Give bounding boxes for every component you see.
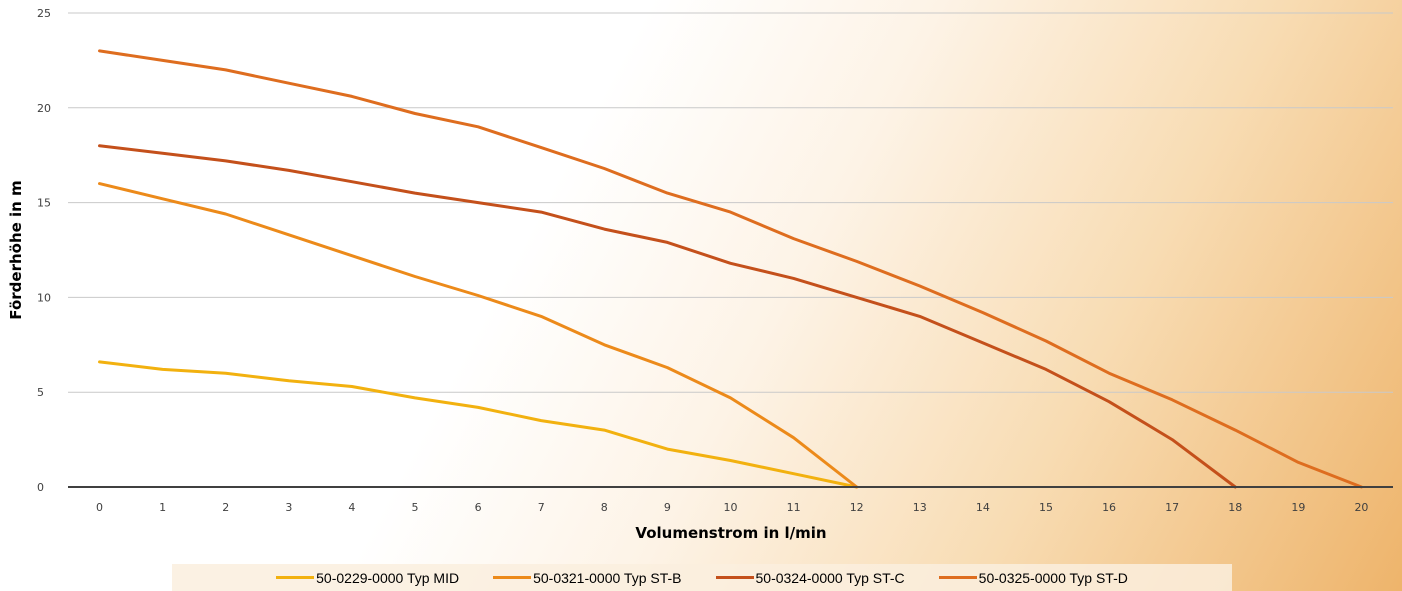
legend-item: 50-0324-0000 Typ ST-C — [715, 569, 905, 586]
legend-item: 50-0321-0000 Typ ST-B — [493, 569, 682, 586]
y-tick-label: 5 — [37, 386, 44, 399]
x-tick-label: 18 — [1228, 501, 1242, 514]
x-tick-label: 1 — [159, 501, 166, 514]
x-axis-ticks: 0 1 2 3 4 5 6 7 8 9 10 11 12 13 14 15 16 17 18 19 20 — [96, 501, 1368, 514]
legend-swatch — [493, 576, 532, 579]
x-tick-label: 12 — [850, 501, 864, 514]
x-tick-label: 4 — [348, 501, 355, 514]
x-tick-label: 5 — [412, 501, 419, 514]
y-tick-label: 25 — [37, 7, 51, 20]
x-tick-label: 9 — [664, 501, 671, 514]
x-tick-label: 19 — [1291, 501, 1305, 514]
y-axis-title: Förderhöhe in m — [7, 180, 25, 319]
x-tick-label: 15 — [1039, 501, 1053, 514]
x-tick-label: 14 — [976, 501, 990, 514]
x-tick-label: 10 — [724, 501, 738, 514]
x-tick-label: 16 — [1102, 501, 1116, 514]
x-tick-label: 17 — [1165, 501, 1179, 514]
x-tick-label: 0 — [96, 501, 103, 514]
x-tick-label: 7 — [538, 501, 545, 514]
series-line-3 — [98, 144, 1237, 489]
legend-swatch — [276, 576, 315, 579]
series-lines — [98, 49, 1363, 489]
x-tick-label: 13 — [913, 501, 927, 514]
legend-item: 50-0229-0000 Typ MID — [276, 570, 459, 586]
x-tick-label: 20 — [1354, 501, 1368, 514]
chart-legend: 50-0229-0000 Typ MID 50-0321-0000 Typ ST-… — [172, 564, 1232, 591]
legend-swatch — [715, 576, 754, 579]
x-tick-label: 3 — [285, 501, 292, 514]
legend-swatch — [938, 576, 977, 579]
series-line-2 — [98, 182, 859, 489]
y-tick-label: 20 — [37, 102, 51, 115]
y-tick-label: 15 — [37, 197, 51, 210]
legend-label: 50-0325-0000 Typ ST-D — [978, 569, 1128, 586]
series-line-4 — [98, 49, 1363, 489]
x-tick-label: 11 — [787, 501, 801, 514]
legend-label: 50-0324-0000 Typ ST-C — [755, 569, 905, 586]
y-axis-ticks: 0 5 10 15 20 25 — [37, 7, 51, 494]
x-tick-label: 6 — [475, 501, 482, 514]
x-axis-title: Volumenstrom in l/min — [635, 524, 826, 542]
y-tick-label: 0 — [37, 481, 44, 494]
legend-item: 50-0325-0000 Typ ST-D — [938, 569, 1128, 586]
x-tick-label: 2 — [222, 501, 229, 514]
legend-label: 50-0321-0000 Typ ST-B — [533, 569, 682, 586]
x-tick-label: 8 — [601, 501, 608, 514]
series-line-1 — [98, 360, 859, 489]
legend-label: 50-0229-0000 Typ MID — [316, 569, 460, 586]
y-tick-label: 10 — [37, 291, 51, 304]
gridlines — [68, 12, 1393, 393]
